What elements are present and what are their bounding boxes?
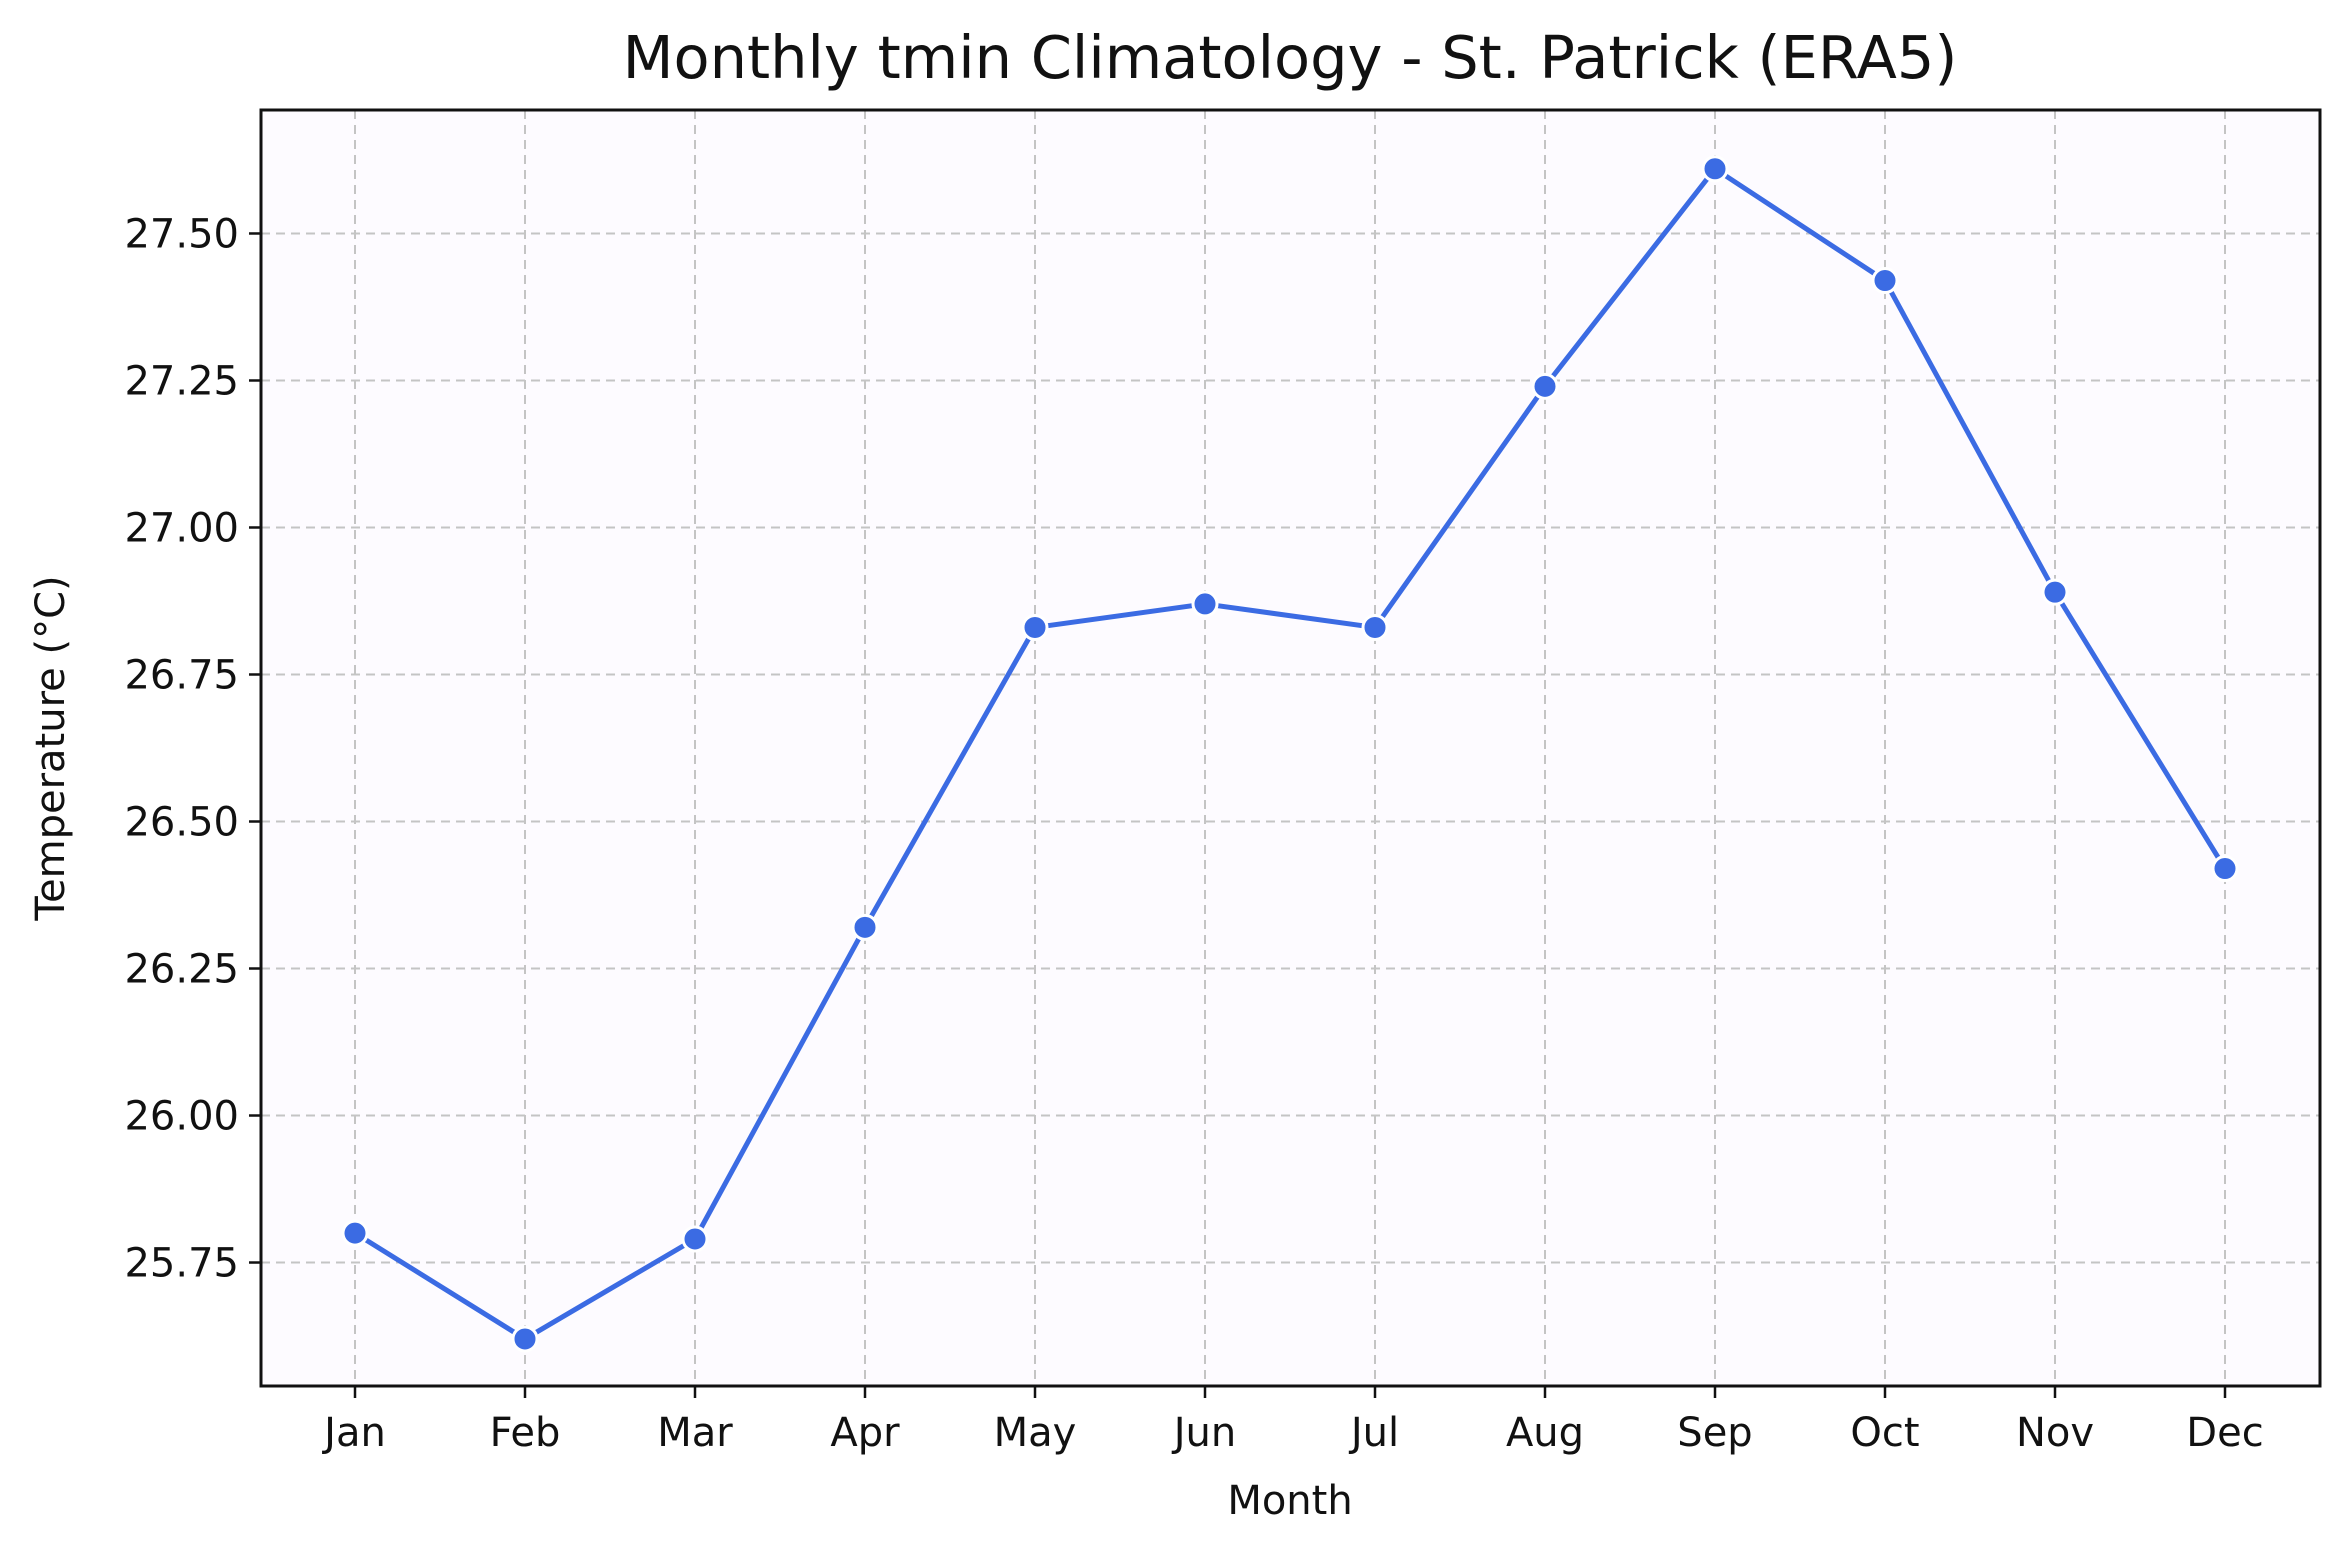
chart-title: Monthly tmin Climatology - St. Patrick (… [623,23,1958,92]
y-tick-label: 26.25 [124,947,239,993]
x-tick-label: Mar [657,1410,733,1456]
x-tick-label: May [994,1410,1077,1456]
plot-background [261,110,2320,1386]
x-tick-label: Jul [1348,1410,1399,1456]
y-tick-label: 27.00 [124,505,239,551]
grid-lines [261,110,2320,1386]
tick-layer: Jan Feb Mar Apr May Jun Jul Aug Sep Oct Nov Dec 25.7… [124,211,2263,1456]
plot-frame [259,108,2322,1388]
x-tick-label: Dec [2186,1410,2263,1456]
data-point-may [1021,613,1049,641]
data-point-feb [511,1325,539,1353]
x-tick-label: Jan [321,1410,386,1456]
x-axis-label: Month [1227,1478,1352,1524]
data-point-sep [1701,155,1729,183]
data-point-oct [1871,267,1899,295]
x-tick-label: Nov [2016,1410,2094,1456]
data-point-mar [681,1225,709,1253]
y-tick-label: 27.25 [124,358,239,404]
y-tick-label: 26.75 [124,652,239,698]
x-tick-label: Aug [1506,1410,1584,1456]
data-point-dec [2211,855,2239,883]
y-tick-label: 27.50 [124,211,239,257]
y-tick-label: 25.75 [124,1241,239,1287]
x-tick-label: Sep [1677,1410,1752,1456]
x-tick-label: Oct [1850,1410,1919,1456]
series-layer [341,155,2239,1353]
data-point-apr [851,913,879,941]
x-tick-label: Apr [830,1410,900,1456]
y-tick-label: 26.50 [124,800,239,846]
x-tick-label: Feb [490,1410,561,1456]
data-point-jul [1361,613,1389,641]
series-line [352,166,2228,1342]
data-point-nov [2041,578,2069,606]
data-point-jan [341,1219,369,1247]
data-point-aug [1531,372,1559,400]
y-axis-label: Temperature (°C) [28,575,74,921]
y-tick-label: 26.00 [124,1094,239,1140]
data-point-jun [1191,590,1219,618]
x-tick-label: Jun [1171,1410,1237,1456]
